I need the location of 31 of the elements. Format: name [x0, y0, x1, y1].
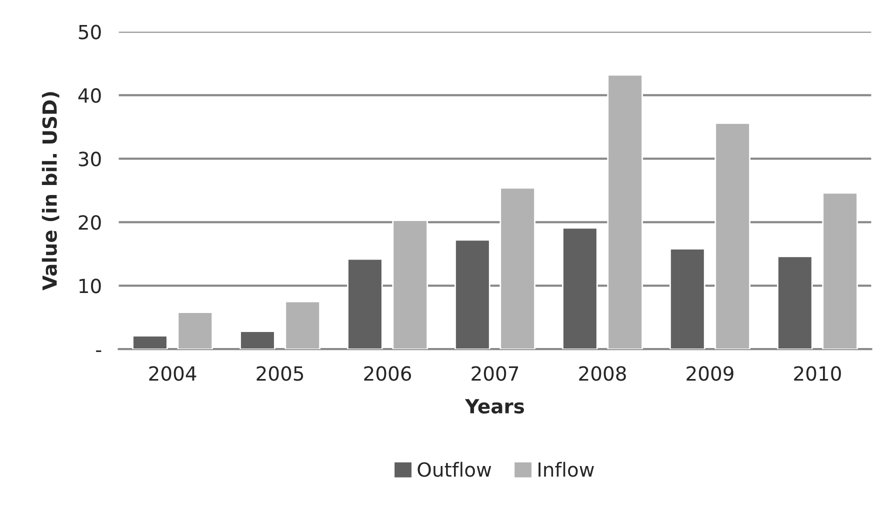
- y-tick-label: 40: [78, 88, 101, 103]
- bar: [776, 256, 813, 350]
- bar: [500, 187, 536, 350]
- bar: [562, 227, 598, 350]
- bar: [347, 258, 383, 350]
- y-tick-label: -: [96, 350, 102, 352]
- x-tick-label: 2010: [794, 366, 841, 381]
- y-tick-label: 30: [78, 152, 101, 166]
- x-tick-label: 2004: [149, 366, 196, 381]
- x-tick-label: 2007: [472, 366, 518, 381]
- x-tick-label: 2005: [256, 366, 304, 381]
- bar: [670, 248, 706, 350]
- bar: [284, 300, 320, 350]
- y-tick-label: 50: [78, 24, 101, 40]
- bar: [240, 330, 276, 350]
- bar: [392, 220, 428, 350]
- y-axis-title: Value (in bil. USD): [42, 92, 60, 290]
- legend-label: Inflow: [538, 462, 594, 477]
- legend-label: Outflow: [418, 462, 492, 477]
- x-tick-label: 2008: [579, 366, 626, 381]
- y-tick-label: 10: [80, 278, 101, 294]
- x-axis-title: Years: [464, 399, 524, 414]
- bar: [454, 239, 490, 350]
- bar: [822, 192, 858, 350]
- x-tick-label: 2006: [364, 366, 412, 381]
- x-tick-label: 2009: [686, 366, 734, 381]
- bar: [132, 335, 168, 350]
- y-tick-label: 20: [78, 215, 101, 230]
- bar: [714, 122, 750, 350]
- bar: [177, 312, 214, 350]
- bar: [607, 74, 643, 350]
